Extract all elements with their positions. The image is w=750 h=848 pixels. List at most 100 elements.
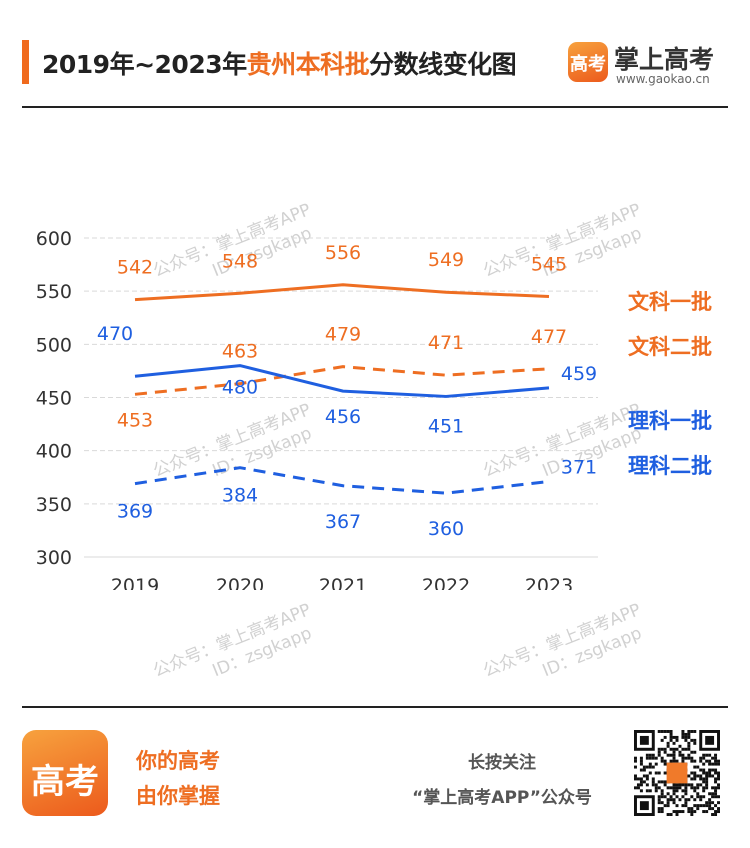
qr-module xyxy=(708,774,712,778)
qr-module xyxy=(639,789,643,793)
qr-module xyxy=(645,765,649,769)
qr-module xyxy=(666,744,670,748)
qr-module xyxy=(681,783,685,787)
qr-module xyxy=(702,756,706,760)
title-highlight: 贵州本科批 xyxy=(246,50,370,79)
qr-module xyxy=(681,732,685,736)
qr-module xyxy=(660,747,664,751)
qr-module xyxy=(690,750,694,754)
qr-module xyxy=(690,813,694,816)
qr-module xyxy=(696,774,700,778)
data-label: 545 xyxy=(531,253,567,275)
qr-module xyxy=(660,780,664,784)
qr-module xyxy=(657,747,661,751)
series-line-3 xyxy=(134,466,550,495)
qr-code-icon[interactable] xyxy=(634,730,720,816)
data-label: 556 xyxy=(325,242,361,264)
slogan-line1: 你的高考 xyxy=(136,749,220,773)
qr-module xyxy=(654,783,658,787)
qr-module xyxy=(690,807,694,811)
qr-module xyxy=(666,813,670,816)
title-accent-bar xyxy=(22,40,29,84)
qr-module xyxy=(702,768,706,772)
qr-module xyxy=(639,768,643,772)
qr-module xyxy=(687,753,691,757)
data-label: 451 xyxy=(428,415,464,437)
qr-module xyxy=(693,774,697,778)
qr-module xyxy=(675,759,679,763)
qr-module xyxy=(651,765,655,769)
qr-module xyxy=(717,783,720,787)
qr-module xyxy=(639,780,643,784)
data-label: 456 xyxy=(325,406,361,428)
qr-module xyxy=(702,762,706,766)
qr-module xyxy=(699,777,703,781)
qr-module xyxy=(666,762,688,784)
qr-module xyxy=(681,810,685,814)
qr-module xyxy=(642,780,646,784)
qr-module xyxy=(714,786,718,790)
qr-module xyxy=(669,730,673,733)
qr-module xyxy=(672,747,676,751)
qr-module xyxy=(660,792,664,796)
qr-module xyxy=(696,792,700,796)
data-label: 480 xyxy=(222,377,258,399)
qr-module xyxy=(678,786,682,790)
qr-module xyxy=(663,747,667,751)
qr-module xyxy=(708,801,712,805)
qr-module xyxy=(687,741,691,745)
qr-module xyxy=(717,807,720,811)
qr-module xyxy=(684,783,688,787)
qr-module xyxy=(699,804,703,808)
qr-module xyxy=(702,753,706,757)
qr-module xyxy=(681,735,685,739)
legend-entry: 理科一批 xyxy=(628,409,712,433)
qr-module xyxy=(684,804,688,808)
qr-module xyxy=(672,798,676,802)
qr-module xyxy=(672,789,676,793)
data-label: 384 xyxy=(222,485,258,507)
qr-module xyxy=(669,798,673,802)
qr-module xyxy=(690,756,694,760)
qr-module xyxy=(651,777,655,781)
qr-module xyxy=(681,753,685,757)
data-label: 367 xyxy=(325,511,361,533)
qr-module xyxy=(687,735,691,739)
qr-module xyxy=(657,801,661,805)
qr-module xyxy=(651,756,655,760)
qr-module xyxy=(714,768,718,772)
qr-module xyxy=(717,786,720,790)
qr-module xyxy=(634,765,637,769)
qr-module xyxy=(690,783,694,787)
brand-logo-icon: 高考 xyxy=(568,42,608,82)
qr-module xyxy=(687,810,691,814)
data-label: 459 xyxy=(561,363,597,385)
qr-module xyxy=(660,730,664,733)
qr-module xyxy=(634,786,637,790)
qr-module xyxy=(705,753,709,757)
qr-module xyxy=(693,730,697,733)
qr-module xyxy=(687,807,691,811)
qr-module xyxy=(660,795,664,799)
qr-module xyxy=(717,774,720,778)
qr-module xyxy=(687,783,691,787)
qr-module xyxy=(651,780,655,784)
y-tick-label: 500 xyxy=(36,334,72,356)
follow-line1: 长按关注 xyxy=(468,753,536,773)
qr-module xyxy=(693,798,697,802)
qr-module xyxy=(666,741,670,745)
qr-module xyxy=(639,735,649,745)
qr-module xyxy=(714,771,718,775)
qr-module xyxy=(660,807,664,811)
qr-module xyxy=(663,783,667,787)
qr-module xyxy=(696,786,700,790)
y-tick-label: 350 xyxy=(36,494,72,516)
brand-name: 掌上高考 xyxy=(614,45,715,74)
qr-module xyxy=(696,795,700,799)
qr-module xyxy=(708,807,712,811)
qr-module xyxy=(714,813,718,816)
qr-module xyxy=(714,789,718,793)
line-chart: 300 350 400 450 500 550 600 2019 2020 2021 2022 202… xyxy=(36,228,598,590)
qr-module xyxy=(684,789,688,793)
qr-module xyxy=(717,777,720,781)
